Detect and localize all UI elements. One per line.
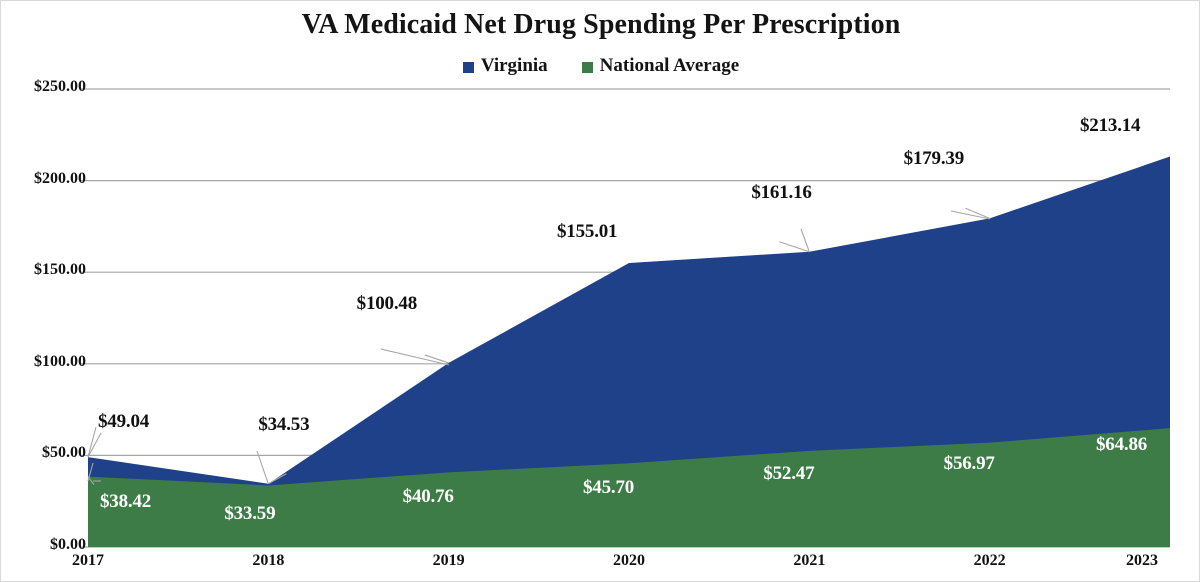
data-label-virginia-2020: $155.01 <box>557 221 618 243</box>
area-series-national-average <box>88 428 1170 547</box>
y-axis-tick-label: $50.00 <box>42 444 86 462</box>
x-axis-tick-label: 2018 <box>252 552 285 569</box>
x-axis-tick-label: 2023 <box>1126 552 1158 569</box>
data-label-national-average-2022: $56.97 <box>943 452 995 474</box>
y-axis-tick-label: $200.00 <box>34 169 86 187</box>
data-label-national-average-2018: $33.59 <box>224 503 276 525</box>
y-axis-tick-label: $0.00 <box>50 536 86 553</box>
chart-legend: Virginia National Average <box>1 55 1199 77</box>
data-label-national-average-2023: $64.86 <box>1096 434 1148 456</box>
label-leader-line <box>87 432 102 458</box>
chart-title: VA Medicaid Net Drug Spending Per Prescr… <box>301 9 901 40</box>
legend-label-virginia: Virginia <box>480 55 548 76</box>
label-leader-line <box>779 241 810 253</box>
data-label-virginia-2017: $49.04 <box>98 411 150 433</box>
label-leader-line <box>87 462 94 482</box>
data-label-virginia-2019: $100.48 <box>356 292 418 314</box>
x-axis-tick-label: 2019 <box>432 552 465 569</box>
y-axis-tick-label: $250.00 <box>34 78 86 95</box>
data-label-national-average-2020: $45.70 <box>583 477 635 499</box>
legend-item-virginia[interactable]: Virginia <box>462 55 548 77</box>
data-label-national-average-2021: $52.47 <box>763 462 815 484</box>
legend-swatch-national-average <box>581 61 593 73</box>
data-label-virginia-2023: $213.14 <box>1080 114 1141 136</box>
legend-label-national-average: National Average <box>599 55 740 76</box>
legend-swatch-virginia <box>462 61 474 73</box>
data-label-national-average-2017: $38.42 <box>100 490 152 512</box>
data-label-virginia-2022: $179.39 <box>903 148 965 170</box>
label-leader-line <box>950 210 991 220</box>
legend-item-national-average[interactable]: National Average <box>581 55 740 77</box>
label-leader-line <box>256 450 269 484</box>
label-leader-line <box>965 207 990 219</box>
x-axis-tick-label: 2017 <box>72 552 104 569</box>
y-axis-tick-label: $100.00 <box>34 352 86 370</box>
x-axis-tick-label: 2020 <box>613 552 645 569</box>
label-leader-line <box>424 354 449 364</box>
data-label-national-average-2019: $40.76 <box>402 486 454 508</box>
label-leader-line <box>800 228 810 252</box>
x-axis-tick-label: 2022 <box>973 552 1006 569</box>
x-axis-tick-label: 2021 <box>793 552 826 569</box>
label-leader-line <box>268 473 287 485</box>
data-label-virginia-2021: $161.16 <box>751 181 812 203</box>
series-areas <box>88 156 1170 547</box>
label-leader-line <box>380 348 450 366</box>
label-leader-line <box>87 427 97 458</box>
y-axis-tick-label: $150.00 <box>34 261 86 279</box>
leader-lines <box>87 207 991 485</box>
data-label-virginia-2018: $34.53 <box>258 413 310 435</box>
